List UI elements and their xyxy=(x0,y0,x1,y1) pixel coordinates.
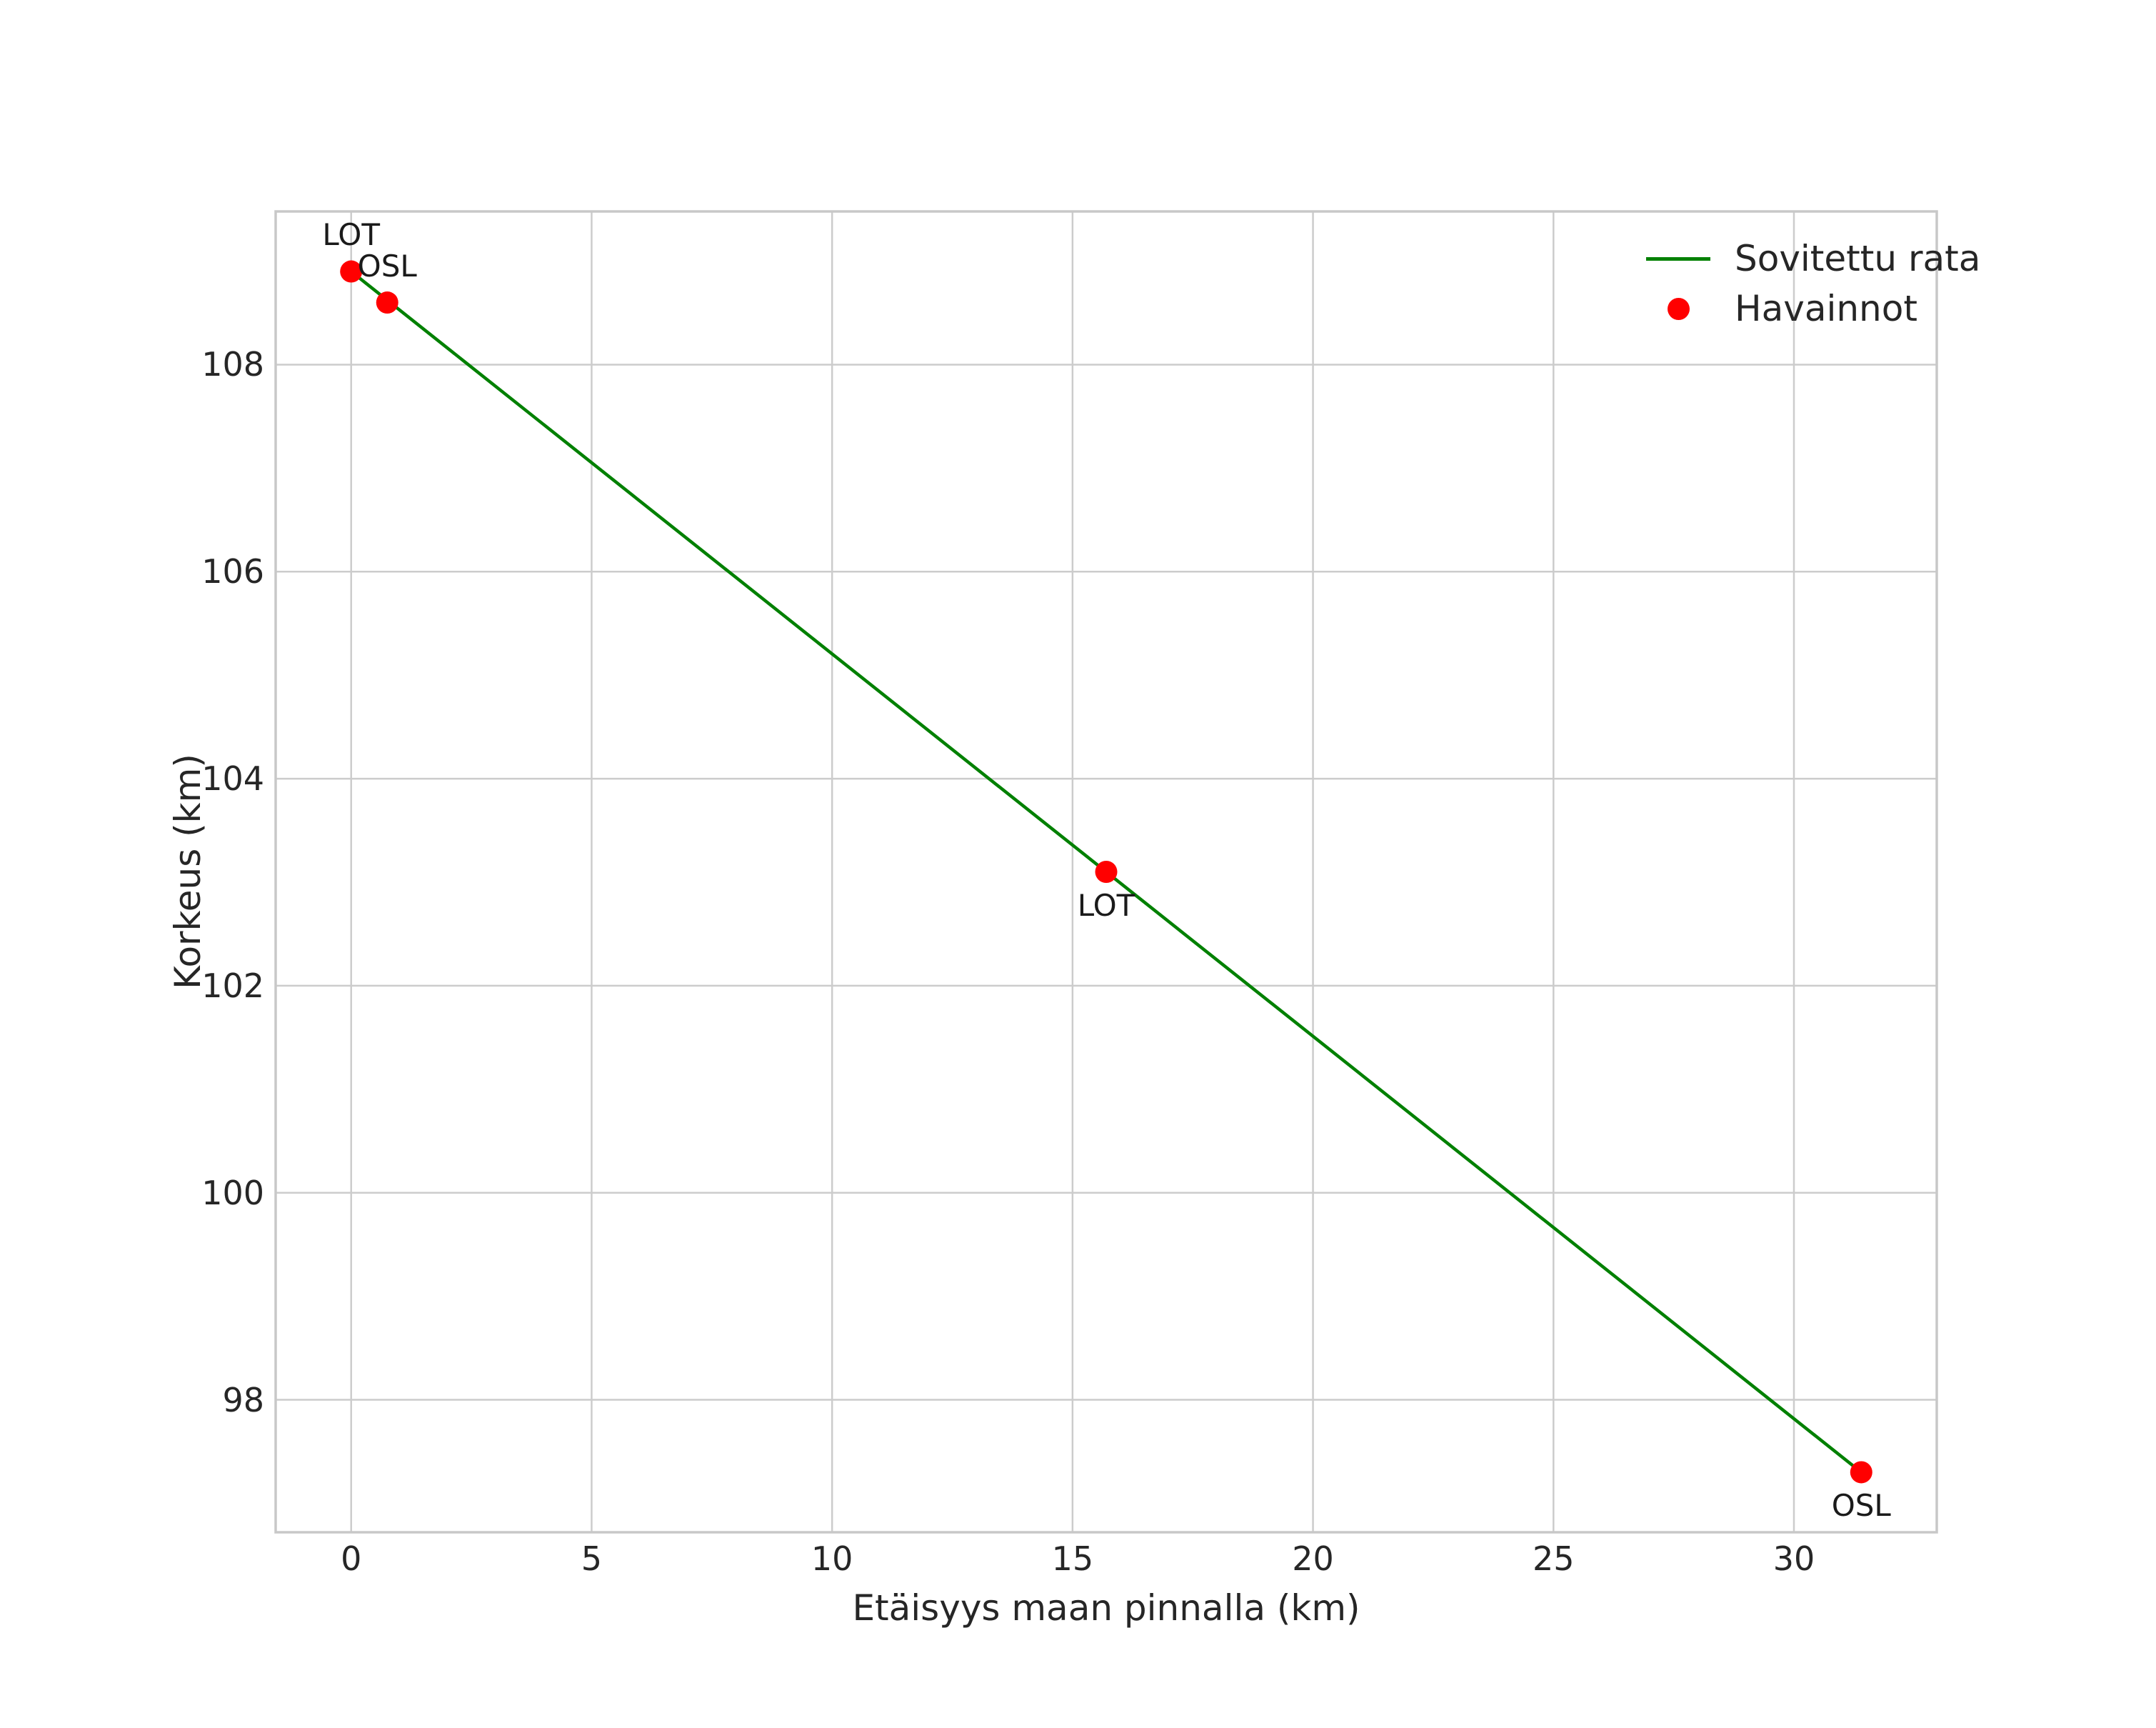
legend-label-observations: Havainnot xyxy=(1735,288,1917,329)
x-tick-label: 30 xyxy=(1773,1539,1815,1578)
x-tick-label: 10 xyxy=(811,1539,853,1578)
fitted-line-swatch xyxy=(1646,256,1710,261)
y-tick-label: 102 xyxy=(201,966,264,1005)
y-tick-label: 104 xyxy=(201,759,264,799)
x-tick-label: 5 xyxy=(581,1539,603,1578)
y-tick-label: 106 xyxy=(201,552,264,591)
legend-line-swatch-box xyxy=(1646,256,1710,261)
plot-border xyxy=(274,210,1938,1534)
x-tick-label: 15 xyxy=(1051,1539,1094,1578)
station-label-osl: OSL xyxy=(1831,1487,1891,1523)
x-tick-label: 25 xyxy=(1533,1539,1575,1578)
x-tick-label: 0 xyxy=(341,1539,362,1578)
legend-entry-observations: Havainnot xyxy=(1646,284,1980,334)
data-point xyxy=(340,260,363,283)
legend: Sovitettu rata Havainnot xyxy=(1646,234,1980,334)
y-tick-label: 108 xyxy=(201,345,264,384)
station-label-osl: OSL xyxy=(357,248,417,284)
data-point xyxy=(1095,861,1118,883)
legend-entry-fitted-line: Sovitettu rata xyxy=(1646,234,1980,284)
legend-label-fitted-line: Sovitettu rata xyxy=(1735,238,1981,279)
data-point xyxy=(376,291,398,314)
station-label-lot: LOT xyxy=(1077,887,1135,923)
y-tick-label: 98 xyxy=(222,1380,264,1419)
legend-dot-swatch-box xyxy=(1646,297,1710,320)
observation-dot-swatch xyxy=(1667,297,1690,320)
data-point xyxy=(1850,1461,1872,1484)
y-axis-label: Korkeus (km) xyxy=(167,754,209,989)
y-tick-label: 100 xyxy=(201,1173,264,1212)
station-label-lot: LOT xyxy=(322,217,381,253)
x-axis-label: Etäisyys maan pinnalla (km) xyxy=(852,1587,1360,1629)
x-tick-label: 20 xyxy=(1292,1539,1334,1578)
